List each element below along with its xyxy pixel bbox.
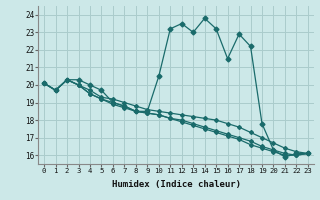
X-axis label: Humidex (Indice chaleur): Humidex (Indice chaleur) <box>111 180 241 189</box>
